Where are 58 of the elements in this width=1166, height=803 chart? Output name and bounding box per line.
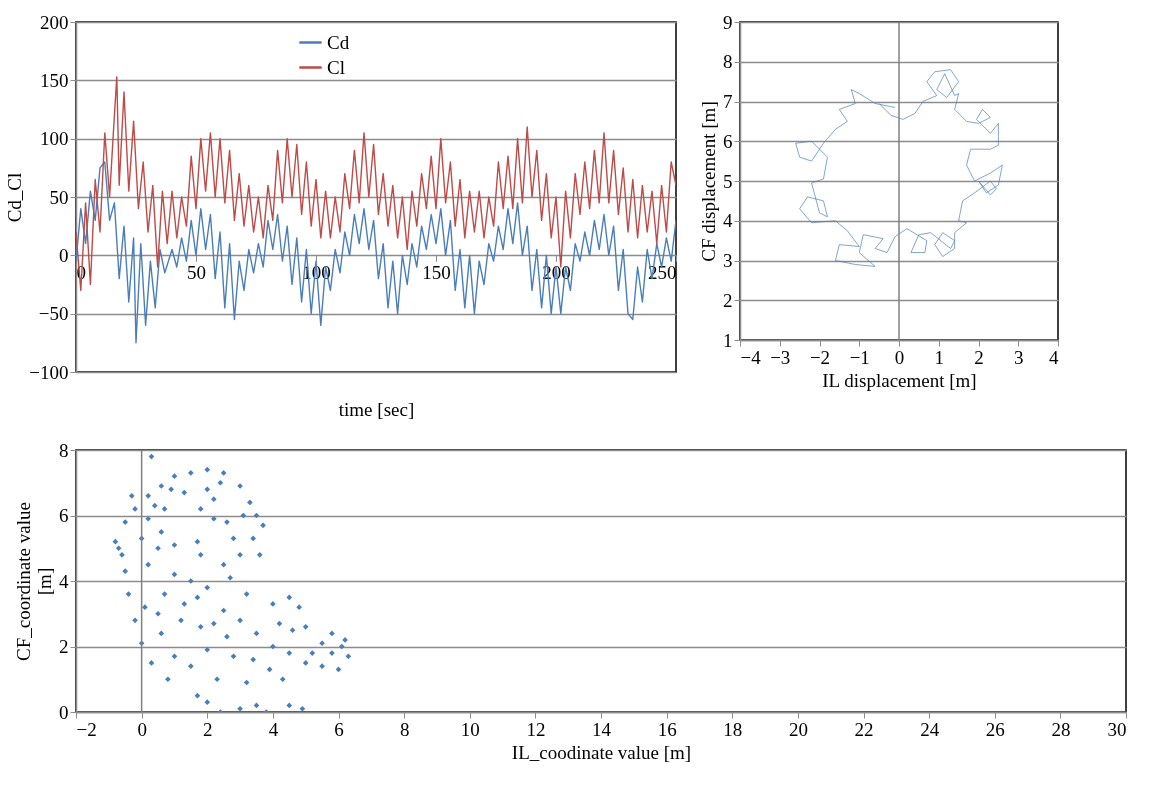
y-tick-label: 200 [40, 11, 69, 33]
y-tick-label: −100 [29, 361, 69, 383]
x-tick-label: 12 [526, 718, 546, 740]
x-tick-label: 26 [985, 718, 1005, 740]
x-tick-label: 0 [137, 718, 147, 740]
y-tick-label: 4 [59, 570, 69, 592]
legend-label: Cl [327, 56, 345, 78]
line-series [795, 69, 1003, 267]
y-tick-label: 7 [723, 91, 733, 112]
x-tick-label: 50 [187, 261, 206, 283]
x-axis-title: IL displacement [m] [822, 369, 977, 391]
y-tick-label: 8 [59, 439, 69, 461]
x-tick-label: −2 [809, 346, 831, 368]
x-tick-label: 4 [1049, 346, 1059, 368]
x-tick-label: −1 [849, 346, 870, 368]
x-tick-label: 22 [854, 718, 874, 740]
x-tick-label: 4 [268, 718, 279, 740]
x-axis-title: IL_coodinate value [m] [511, 741, 692, 763]
y-tick-label: 8 [723, 51, 733, 73]
x-tick-label: 150 [422, 261, 451, 283]
x-tick-label: 16 [657, 718, 677, 740]
y-tick-label: 0 [59, 244, 69, 266]
x-tick-label: 0 [894, 346, 905, 368]
x-tick-label: 6 [334, 718, 344, 740]
x-axis-title: time [sec] [338, 398, 415, 420]
y-axis-title: CF displacement [m] [698, 101, 719, 262]
y-tick-label: 50 [49, 186, 69, 208]
x-tick-label: 3 [1014, 346, 1024, 368]
x-tick-label: 24 [920, 718, 940, 740]
y-tick-label: 6 [59, 505, 69, 526]
x-tick-label: 0 [76, 261, 86, 283]
y-tick-label: −50 [38, 303, 69, 325]
y-tick-label: 5 [723, 170, 733, 192]
x-tick-label: 30 [1107, 718, 1127, 740]
x-tick-label: 2 [974, 346, 984, 368]
y-axis-title: CF_coordinate value [m] [13, 502, 55, 661]
x-tick-label: 2 [203, 718, 213, 740]
y-tick-label: 0 [59, 701, 69, 723]
x-tick-label: 8 [399, 718, 410, 740]
y-tick-label: 150 [40, 69, 69, 91]
y-axis-title: Cd_Cl [4, 172, 26, 223]
y-tick-label: 100 [40, 128, 69, 150]
y-tick-label: 2 [59, 636, 69, 657]
x-tick-label: 1 [934, 346, 944, 368]
x-tick-label: −4 [740, 346, 762, 368]
y-tick-label: 9 [723, 11, 733, 33]
x-tick-label: 28 [1051, 718, 1071, 740]
y-tick-label: 2 [723, 289, 733, 311]
x-tick-label: −2 [76, 718, 97, 740]
y-tick-label: 1 [723, 329, 733, 351]
legend-label: Cd [327, 31, 350, 53]
x-tick-label: 14 [592, 718, 612, 740]
y-tick-label: 4 [723, 210, 733, 232]
x-tick-label: −3 [770, 346, 791, 368]
y-tick-label: 6 [723, 130, 733, 152]
x-tick-label: 18 [723, 718, 743, 740]
x-tick-label: 10 [460, 718, 480, 740]
x-tick-label: 20 [788, 718, 808, 740]
